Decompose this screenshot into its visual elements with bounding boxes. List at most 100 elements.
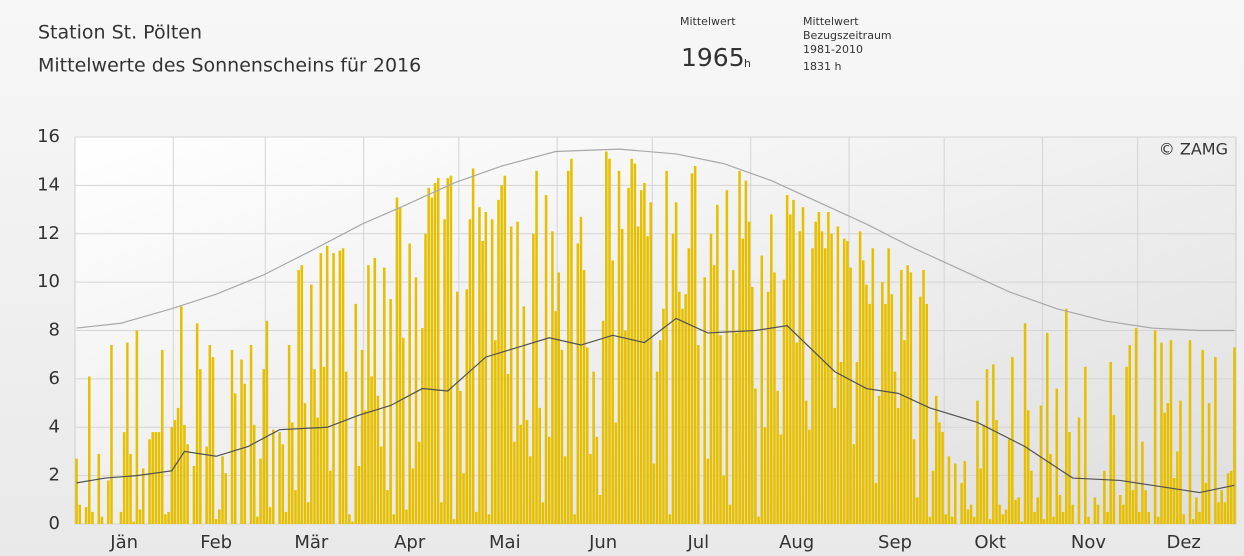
bar bbox=[1198, 511, 1201, 524]
bar bbox=[722, 475, 725, 524]
bar bbox=[582, 270, 586, 524]
bar bbox=[570, 158, 573, 525]
bar bbox=[573, 514, 576, 524]
bar bbox=[1036, 497, 1040, 524]
bar bbox=[849, 267, 852, 524]
bar bbox=[627, 187, 630, 524]
bar bbox=[1049, 453, 1052, 524]
bar bbox=[284, 511, 288, 524]
bar bbox=[639, 190, 643, 524]
bar bbox=[119, 511, 123, 524]
bar bbox=[792, 199, 795, 524]
bar bbox=[313, 369, 316, 524]
bar bbox=[896, 407, 900, 524]
bar bbox=[912, 439, 916, 524]
stat-label: Mittelwert bbox=[680, 15, 736, 28]
bar bbox=[516, 221, 519, 524]
bar bbox=[881, 282, 884, 524]
bar bbox=[785, 195, 789, 525]
bar bbox=[497, 199, 500, 524]
bar bbox=[1204, 482, 1208, 524]
bar bbox=[173, 419, 177, 524]
bar bbox=[294, 490, 297, 524]
bar bbox=[199, 369, 202, 524]
bar bbox=[649, 202, 653, 524]
bar bbox=[405, 509, 408, 524]
bar bbox=[643, 182, 646, 525]
bar bbox=[221, 456, 224, 524]
y-tick-label: 6 bbox=[49, 368, 60, 389]
bar bbox=[1026, 410, 1030, 524]
bar bbox=[186, 444, 189, 524]
bar bbox=[563, 456, 567, 524]
bar bbox=[132, 521, 135, 524]
bar bbox=[903, 340, 906, 524]
bar bbox=[766, 291, 770, 524]
bar bbox=[1058, 494, 1062, 524]
bar bbox=[167, 511, 170, 524]
bar bbox=[862, 260, 865, 524]
bar bbox=[938, 422, 941, 524]
bar bbox=[300, 265, 304, 524]
bar bbox=[522, 306, 526, 524]
bar bbox=[830, 233, 833, 524]
bar bbox=[1188, 340, 1192, 524]
bar bbox=[728, 504, 732, 524]
bar bbox=[75, 458, 78, 524]
bar bbox=[500, 185, 503, 524]
bar bbox=[678, 291, 681, 524]
bar bbox=[205, 446, 208, 524]
bar bbox=[1226, 473, 1230, 524]
bar bbox=[551, 231, 554, 525]
bar bbox=[976, 400, 979, 524]
bar bbox=[890, 294, 894, 524]
y-tick-label: 2 bbox=[49, 465, 60, 486]
bar bbox=[687, 248, 691, 524]
bar bbox=[1045, 332, 1049, 524]
bar bbox=[383, 267, 386, 524]
bar bbox=[357, 465, 361, 524]
bar bbox=[1052, 516, 1055, 524]
bar bbox=[1141, 441, 1144, 524]
bar bbox=[532, 233, 535, 524]
bar bbox=[291, 422, 294, 524]
bar bbox=[424, 233, 427, 524]
bar bbox=[636, 226, 640, 524]
line bbox=[76, 317, 1235, 494]
bar bbox=[402, 337, 405, 524]
bar bbox=[122, 432, 126, 524]
bar bbox=[1223, 502, 1227, 524]
bar bbox=[811, 248, 814, 524]
bar bbox=[611, 260, 614, 524]
bar bbox=[268, 507, 272, 524]
bar bbox=[481, 241, 484, 524]
bar bbox=[934, 395, 938, 524]
y-tick-label: 10 bbox=[37, 271, 60, 292]
bar bbox=[465, 289, 469, 524]
bar bbox=[164, 514, 167, 524]
bar bbox=[427, 187, 430, 524]
bar bbox=[868, 303, 871, 524]
bar bbox=[738, 170, 741, 525]
bar bbox=[78, 504, 82, 524]
bar bbox=[436, 178, 440, 524]
bar bbox=[709, 233, 713, 524]
bar bbox=[973, 516, 976, 524]
bar bbox=[351, 521, 354, 524]
bar bbox=[329, 470, 332, 524]
bar bbox=[820, 231, 824, 525]
bar bbox=[754, 388, 757, 524]
bar bbox=[592, 371, 595, 524]
bar bbox=[1077, 417, 1081, 524]
bar bbox=[836, 226, 840, 524]
bar bbox=[1014, 499, 1017, 524]
bar bbox=[579, 216, 583, 524]
bar bbox=[107, 480, 110, 524]
bar bbox=[494, 340, 497, 524]
bar bbox=[414, 277, 418, 524]
bar bbox=[985, 369, 989, 524]
bar bbox=[1137, 511, 1141, 524]
stat-value: 1965 bbox=[681, 43, 745, 72]
bar bbox=[995, 419, 998, 524]
